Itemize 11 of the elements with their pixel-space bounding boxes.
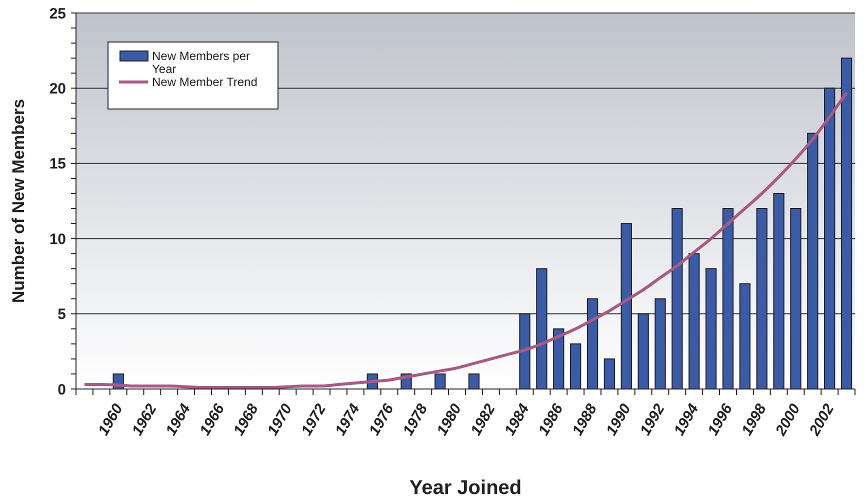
line-series [82,91,848,389]
y-tick-label: 20 [49,80,66,98]
y-tick-label: 5 [58,306,66,324]
legend-label: New Member Trend [152,75,258,90]
x-axis-title: Year Joined [409,477,522,499]
y-tick-label: 25 [49,5,66,22]
y-tick-label: 15 [49,156,66,173]
y-axis-title: Number of New Members [9,98,28,304]
y-tick-label: 0 [58,381,66,398]
legend-label: New Members per Year [152,49,250,76]
y-tick-label: 10 [49,230,66,248]
